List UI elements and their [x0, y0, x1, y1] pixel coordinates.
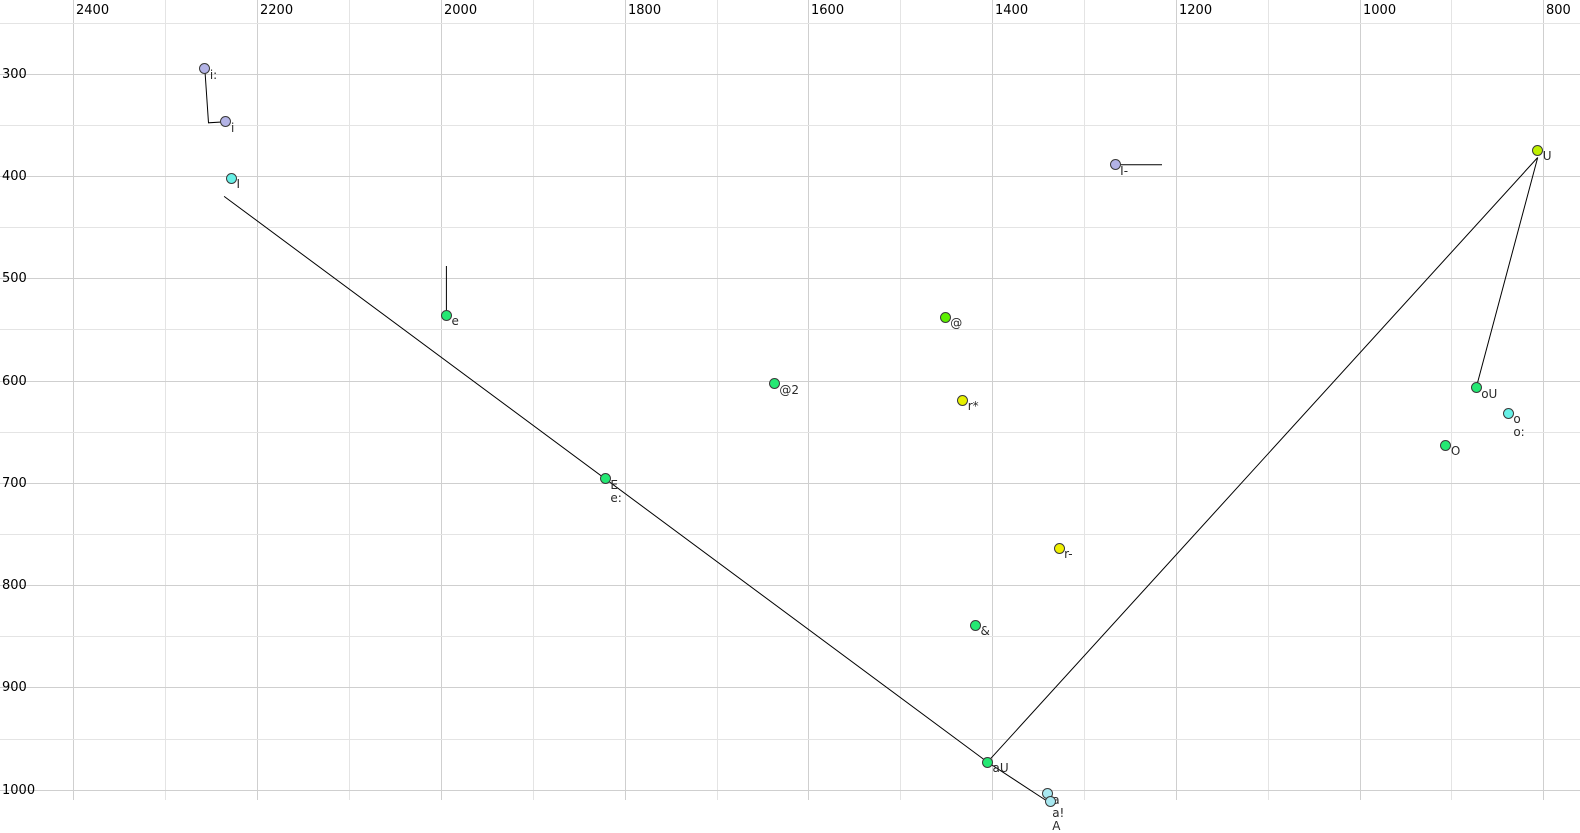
- gridline-horizontal-major: [0, 585, 1580, 586]
- trajectory-line: [1475, 157, 1539, 388]
- gridline-vertical-major: [992, 0, 993, 800]
- data-point[interactable]: [599, 473, 611, 485]
- gridline-vertical-minor: [717, 0, 718, 800]
- data-point-label: e:: [610, 490, 622, 505]
- x-tick-label: 800: [1546, 3, 1571, 18]
- gridline-vertical-major: [73, 0, 74, 800]
- y-tick-label: 900: [2, 680, 27, 695]
- gridline-horizontal-minor: [0, 534, 1580, 535]
- x-tick-label: 2400: [76, 3, 110, 18]
- data-point[interactable]: [199, 63, 211, 75]
- gridline-horizontal-minor: [0, 432, 1580, 433]
- gridline-vertical-major: [625, 0, 626, 800]
- data-point[interactable]: [957, 394, 969, 406]
- data-point-label: o:: [1513, 425, 1525, 440]
- data-point-label: oU: [1481, 386, 1498, 401]
- gridline-horizontal-major: [0, 483, 1580, 484]
- trajectory-line: [987, 157, 1539, 763]
- data-point[interactable]: [1053, 542, 1065, 554]
- gridline-horizontal-minor: [0, 23, 1580, 24]
- gridline-vertical-major: [441, 0, 442, 800]
- gridline-horizontal-minor: [0, 227, 1580, 228]
- y-tick-label: 600: [2, 374, 27, 389]
- y-tick-label: 1000: [2, 783, 36, 798]
- x-tick-label: 1600: [811, 3, 845, 18]
- data-point-label: o: [1513, 412, 1521, 427]
- data-point-label: @: [950, 316, 963, 331]
- gridline-vertical-minor: [533, 0, 534, 800]
- data-point[interactable]: [225, 172, 237, 184]
- data-point-label: A: [1052, 818, 1061, 833]
- trajectory-layer: [204, 68, 1539, 801]
- y-tick-label: 300: [2, 67, 27, 82]
- gridline-horizontal-minor: [0, 125, 1580, 126]
- gridline-horizontal-minor: [0, 329, 1580, 330]
- data-point-label: i: [230, 120, 235, 135]
- data-point[interactable]: [768, 378, 780, 390]
- gridline-vertical-minor: [165, 0, 166, 800]
- gridline-vertical-minor: [349, 0, 350, 800]
- data-point-label: a!: [1052, 805, 1065, 820]
- data-point[interactable]: [982, 756, 993, 768]
- data-point-label: U: [1542, 149, 1552, 164]
- data-point[interactable]: [1532, 144, 1544, 156]
- data-point-label: aU: [992, 761, 1009, 776]
- gridline-horizontal-major: [0, 381, 1580, 382]
- data-point-label: E: [610, 477, 618, 492]
- trajectory-line: [223, 195, 1046, 801]
- data-point-label: @2: [779, 382, 800, 397]
- gridline-vertical-major: [1176, 0, 1177, 800]
- x-tick-label: 1200: [1179, 3, 1213, 18]
- gridline-vertical-minor: [1268, 0, 1269, 800]
- data-point[interactable]: [970, 619, 982, 631]
- gridline-horizontal-major: [0, 687, 1580, 688]
- data-point-label: I: [236, 177, 241, 191]
- gridline-vertical-minor: [1451, 0, 1452, 800]
- y-tick-label: 800: [2, 578, 27, 593]
- gridline-horizontal-minor: [0, 636, 1580, 637]
- x-tick-label: 1800: [628, 3, 662, 18]
- gridline-vertical-major: [1360, 0, 1361, 800]
- data-point-label: O: [1450, 444, 1461, 458]
- data-point[interactable]: [1045, 795, 1057, 807]
- data-point[interactable]: [220, 116, 232, 128]
- data-point[interactable]: [1470, 382, 1482, 394]
- gridline-vertical-major: [1543, 0, 1544, 800]
- y-tick-label: 700: [2, 476, 27, 491]
- gridline-horizontal-major: [0, 176, 1580, 177]
- y-tick-label: 400: [2, 169, 27, 184]
- data-point-label: i:: [209, 67, 218, 82]
- data-point-label: r*: [967, 399, 979, 413]
- data-point-label: r-: [1064, 547, 1073, 562]
- data-point[interactable]: [1440, 439, 1452, 451]
- gridline-horizontal-minor: [0, 739, 1580, 740]
- data-point[interactable]: [440, 309, 452, 321]
- x-tick-label: 1000: [1363, 3, 1397, 18]
- gridline-horizontal-major: [0, 790, 1580, 791]
- x-tick-label: 1400: [995, 3, 1029, 18]
- gridline-vertical-minor: [1084, 0, 1085, 800]
- x-tick-label: 2200: [260, 3, 294, 18]
- x-tick-label: 2000: [444, 3, 478, 18]
- gridline-vertical-major: [808, 0, 809, 800]
- y-tick-label: 500: [2, 271, 27, 286]
- gridline-horizontal-major: [0, 278, 1580, 279]
- data-point[interactable]: [1502, 407, 1514, 419]
- gridline-vertical-minor: [900, 0, 901, 800]
- data-point[interactable]: [939, 311, 951, 323]
- gridline-horizontal-major: [0, 74, 1580, 75]
- data-point-label: &: [980, 624, 990, 639]
- gridline-vertical-major: [257, 0, 258, 800]
- data-point-label: I-: [1120, 163, 1129, 178]
- data-point[interactable]: [1109, 159, 1121, 171]
- trajectory-line: [204, 68, 227, 124]
- data-point-label: e: [451, 314, 459, 329]
